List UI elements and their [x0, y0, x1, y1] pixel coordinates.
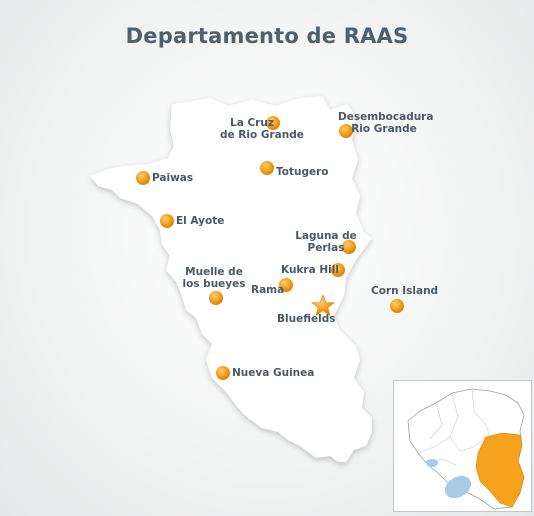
label-kukra: Kukra Hill — [281, 264, 339, 276]
label-totugero: Totugero — [276, 166, 329, 178]
place-markers — [136, 116, 404, 380]
lake-managua — [426, 459, 438, 467]
region-borders — [417, 388, 491, 466]
lake-nicaragua — [444, 475, 472, 499]
marker-bluefields-star-icon[interactable] — [311, 294, 335, 316]
marker-laguna[interactable] — [342, 240, 356, 254]
marker-nueva-guinea[interactable] — [216, 366, 230, 380]
nicaragua-locator-map-icon — [407, 388, 525, 510]
label-corn: Corn Island — [371, 285, 439, 297]
marker-la-cruz[interactable] — [266, 116, 280, 130]
map-title: Departamento de RAAS — [125, 24, 409, 48]
label-paiwas: Paiwas — [152, 172, 194, 184]
label-desembocadura: Desembocadura Rio Grande — [338, 111, 434, 135]
marker-muelle[interactable] — [209, 291, 223, 305]
marker-paiwas[interactable] — [136, 171, 150, 185]
label-laguna: Laguna de Perlas — [295, 230, 357, 254]
raas-highlight — [475, 432, 525, 508]
raas-region-shape — [90, 96, 372, 462]
marker-el-ayote[interactable] — [160, 214, 174, 228]
marker-rama[interactable] — [279, 278, 293, 292]
label-la-cruz: La Cruz de Rio Grande — [220, 117, 304, 141]
marker-desembocadura[interactable] — [339, 124, 353, 138]
label-nueva-guinea: Nueva Guinea — [232, 367, 315, 379]
label-rama: Rama — [251, 284, 285, 296]
marker-totugero[interactable] — [260, 161, 274, 175]
marker-corn[interactable] — [390, 299, 404, 313]
label-bluefields: Bluefields — [277, 313, 336, 325]
locator-inset-map — [393, 380, 532, 512]
label-muelle: Muelle de los bueyes — [182, 266, 246, 290]
marker-kukra[interactable] — [331, 263, 345, 277]
label-el-ayote: El Ayote — [176, 215, 225, 227]
